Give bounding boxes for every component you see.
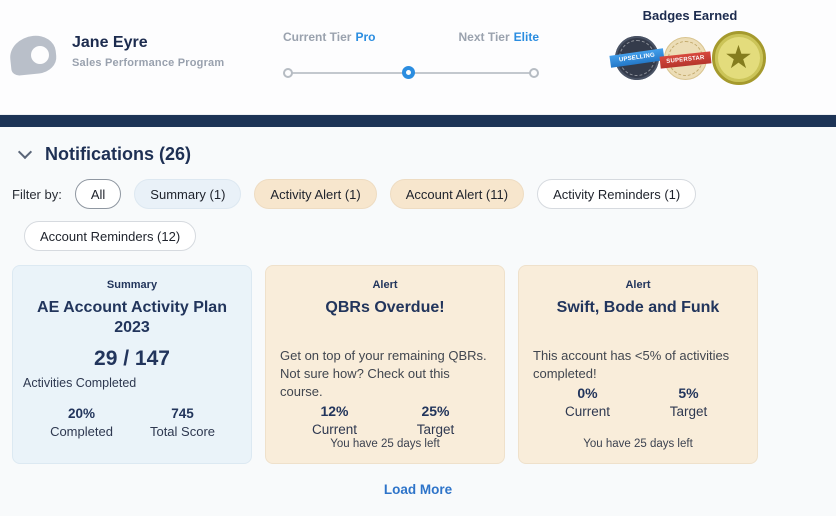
filter-chip-account-reminders[interactable]: Account Reminders (12) [24, 221, 197, 251]
card-body: Get on top of your remaining QBRs. Not s… [280, 348, 487, 399]
next-tier-value: Elite [513, 30, 539, 44]
tier-progress: Current Tier Pro Next Tier Elite [283, 30, 539, 80]
card-tag: Summary [106, 279, 158, 291]
upselling-badge-icon: UPSELLING [608, 36, 665, 80]
tier-dot-end [529, 68, 539, 78]
notification-cards: Summary AE Account Activity Plan 2023 29… [12, 265, 824, 464]
superstar-badge-icon: SUPERSTAR [659, 36, 711, 80]
stat-current: 12% Current [311, 403, 357, 437]
stat-completed: 20% Completed [50, 406, 113, 439]
summary-card[interactable]: Summary AE Account Activity Plan 2023 29… [12, 265, 252, 464]
card-title: QBRs Overdue! [325, 299, 445, 316]
filter-by-label: Filter by: [12, 186, 62, 202]
stat-current: 0% Current [564, 385, 610, 419]
notifications-title: Notifications (26) [45, 144, 192, 164]
superstar-badge-label: SUPERSTAR [659, 50, 711, 69]
stat-target: 25% Target [416, 403, 455, 437]
tier-slider [283, 66, 539, 80]
filter-row: Filter by: All Summary (1) Activity Aler… [12, 179, 824, 209]
alert-card-qbrs[interactable]: Alert QBRs Overdue! Get on top of your r… [265, 265, 505, 464]
card-title: Swift, Bode and Funk [556, 299, 720, 316]
card-sublabel: Activities Completed [23, 376, 137, 390]
card-days-left: You have 25 days left [583, 438, 693, 450]
app-header: Jane Eyre Sales Performance Program Curr… [0, 0, 836, 115]
card-days-left: You have 25 days left [330, 438, 440, 450]
card-body: This account has <5% of activities compl… [533, 348, 730, 381]
current-tier-value: Pro [355, 30, 376, 44]
logo-hole [31, 46, 49, 64]
card-big-value: 29 / 147 [94, 347, 170, 370]
notifications-header: Notifications (26) [12, 144, 824, 165]
next-tier-label: Next Tier Elite [458, 30, 539, 44]
user-name: Jane Eyre [72, 34, 148, 51]
header-divider-bar [0, 115, 836, 127]
stat-target: 5% Target [669, 385, 708, 419]
filter-chip-activity-alert[interactable]: Activity Alert (1) [254, 179, 377, 209]
badges-title: Badges Earned [642, 8, 738, 23]
tier-dot-start [283, 68, 293, 78]
filter-row-2: Account Reminders (12) [12, 221, 824, 251]
program-name: Sales Performance Program [72, 57, 225, 69]
chevron-down-icon[interactable] [17, 144, 33, 160]
card-tag: Alert [625, 279, 651, 291]
filter-chip-summary[interactable]: Summary (1) [134, 179, 242, 209]
filter-chip-all[interactable]: All [74, 179, 122, 209]
card-tag: Alert [372, 279, 398, 291]
tier-dot-current [402, 66, 416, 79]
user-info: Jane Eyre Sales Performance Program [72, 34, 224, 69]
gold-star-badge-icon: ★ [711, 31, 766, 85]
star-icon: ★ [724, 38, 753, 75]
main-content: Notifications (26) Filter by: All Summar… [0, 144, 836, 499]
alert-card-account[interactable]: Alert Swift, Bode and Funk This account … [518, 265, 758, 464]
filter-chip-activity-reminders[interactable]: Activity Reminders (1) [537, 179, 697, 209]
stat-total-score: 745 Total Score [149, 406, 216, 439]
app-logo [8, 33, 58, 77]
card-title: AE Account Activity Plan 2023 [37, 299, 227, 336]
filter-chip-account-alert[interactable]: Account Alert (11) [389, 179, 525, 209]
load-more-container: Load More [12, 481, 824, 499]
load-more-button[interactable]: Load More [383, 482, 453, 497]
badges-earned: Badges Earned UPSELLING SUPERSTAR ★ [606, 8, 774, 85]
current-tier-label: Current Tier Pro [283, 30, 376, 44]
